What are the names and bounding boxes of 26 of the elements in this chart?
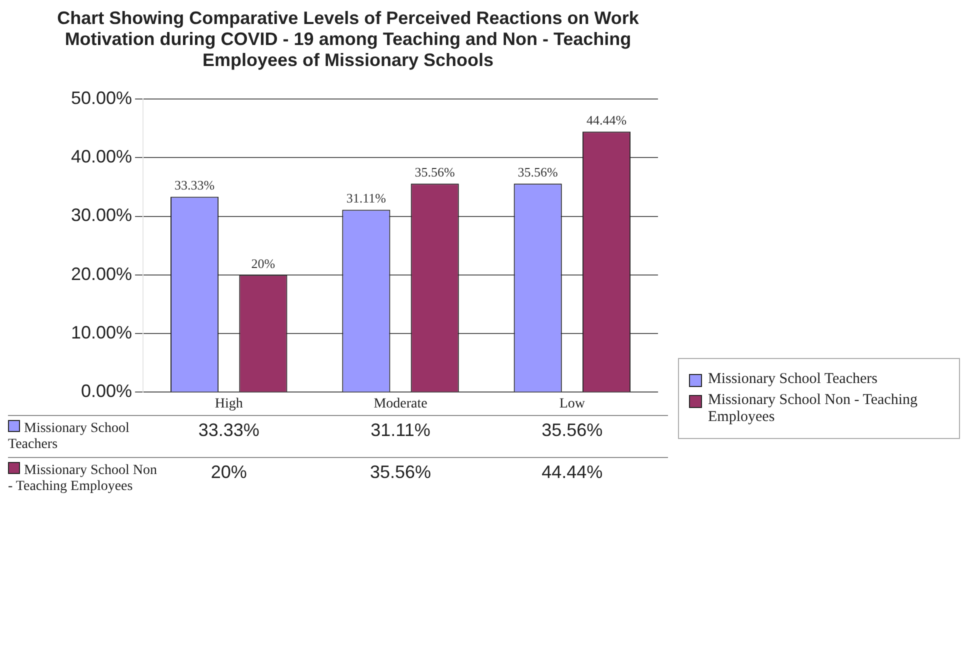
data-label: 44.44% [540,462,604,483]
text: 20% [251,256,276,271]
text: 33.33% [174,178,215,193]
y-tick-label: 10.00% [70,322,132,343]
y-tick-label: 50.00% [70,88,132,108]
legend-label: Missionary School Teachers [8,420,130,454]
text: 35.56% [414,164,455,180]
x-tick-label: Low [559,396,586,412]
y-tick-label: 0.00% [81,381,132,402]
chart-title: Chart Showing Comparative Levels of Perceived Reactions on Work Motivation during COVID - 19 among Teaching and Non - Teaching Employees of Missionary Schools [56,8,640,71]
text: 35.56% [518,164,558,180]
x-tick-label: High [214,396,243,412]
y-tick-label: 40.00% [70,146,132,167]
data-label: 33.33% [197,420,260,441]
x-tick-label: Moderate [374,396,428,412]
text: Missionary School Non - Teaching Employees [8,463,157,494]
text: Missionary School Teachers [708,371,878,387]
text: 44.44% [586,112,627,128]
y-tick-label: 20.00% [70,264,132,284]
legend-label: Missionary School Non - Teaching Employees [708,392,918,426]
text: 31.11% [346,190,386,206]
data-label: 35.56% [368,462,432,483]
data-label: 20% [210,462,247,482]
data-label: 31.11% [370,420,432,441]
y-tick-label: 30.00% [70,205,132,226]
data-label: 35.56% [540,420,604,441]
